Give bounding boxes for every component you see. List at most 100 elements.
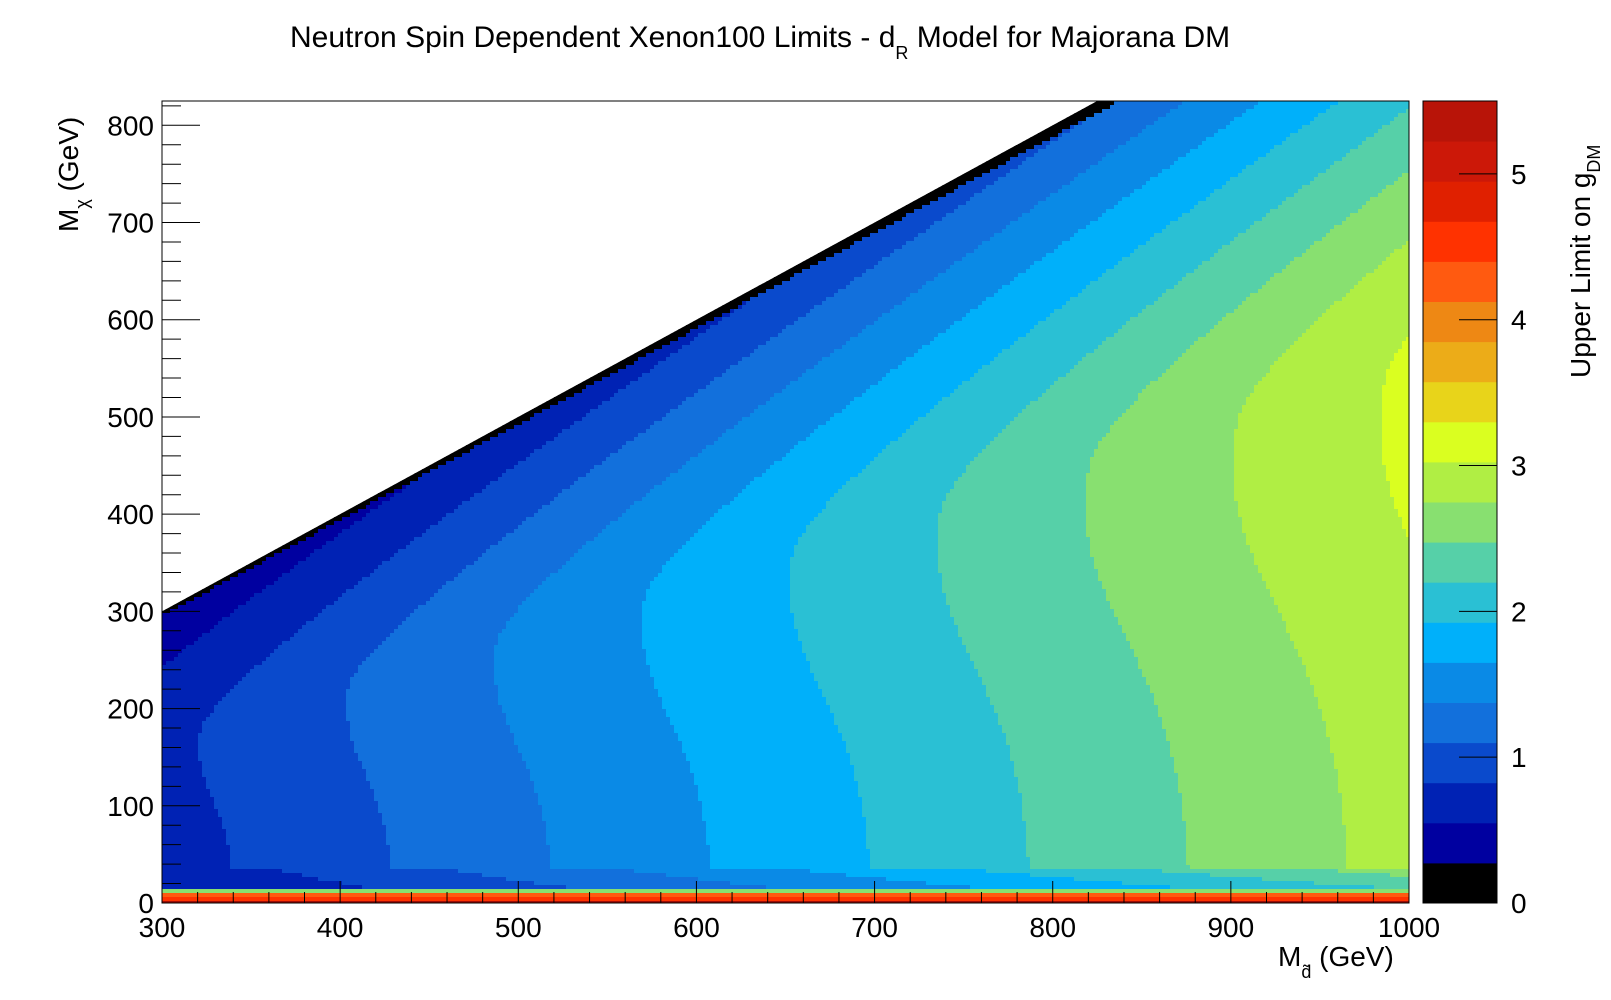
heatmap-cell [226,705,231,710]
heatmap-cell [294,613,299,618]
heatmap-cell [166,749,171,754]
heatmap-cell [354,529,359,534]
heatmap-cell [362,513,367,518]
heatmap-cell [294,777,299,782]
heatmap-cell [270,745,275,750]
heatmap-cell [258,633,263,638]
heatmap-cell [326,789,331,794]
heatmap-cell [346,565,351,570]
heatmap-cell [226,869,231,874]
heatmap-cell [274,733,279,738]
heatmap-cell [250,829,255,834]
heatmap-cell [210,773,215,778]
heatmap-cell [338,621,343,626]
heatmap-cell [214,609,219,614]
heatmap-cell [374,673,379,678]
heatmap-cell [270,685,275,690]
heatmap-cell [370,713,375,718]
heatmap-cell [182,781,187,786]
heatmap-cell [290,761,295,766]
heatmap-cell [290,545,295,550]
heatmap-cell [294,677,299,682]
heatmap-cell [254,725,259,730]
heatmap-cell [326,621,331,626]
heatmap-cell [374,781,379,786]
heatmap-cell [246,821,251,826]
heatmap-cell [338,521,343,526]
heatmap-cell [374,633,379,638]
heatmap-cell [190,657,195,662]
heatmap-cell [342,565,347,570]
heatmap-cell [374,709,379,714]
heatmap-cell [310,613,315,618]
heatmap-cell [274,873,279,878]
heatmap-cell [286,657,291,662]
heatmap-cell [310,677,315,682]
heatmap-cell [222,801,227,806]
heatmap-cell [218,661,223,666]
heatmap-cell [330,833,335,838]
heatmap-cell [250,709,255,714]
heatmap-cell [294,889,299,894]
heatmap-cell [250,885,255,890]
heatmap-cell [222,689,227,694]
heatmap-cell [358,605,363,610]
heatmap-cell [290,777,295,782]
heatmap-cell [194,637,199,642]
heatmap-cell [362,685,367,690]
heatmap-cell [358,633,363,638]
heatmap-cell [218,781,223,786]
heatmap-cell [370,861,375,866]
heatmap-cell [318,705,323,710]
heatmap-cell [306,725,311,730]
heatmap-cell [246,637,251,642]
heatmap-cell [230,709,235,714]
heatmap-cell [218,897,223,902]
heatmap-cell [374,641,379,646]
heatmap-cell [178,869,183,874]
heatmap-cell [242,585,247,590]
heatmap-cell [262,661,267,666]
heatmap-cell [190,709,195,714]
heatmap-cell [278,717,283,722]
heatmap-cell [178,601,183,606]
heatmap-cell [198,677,203,682]
heatmap-cell [306,753,311,758]
heatmap-cell [346,577,351,582]
heatmap-cell [326,885,331,890]
heatmap-cell [246,709,251,714]
heatmap-cell [230,773,235,778]
heatmap-cell [214,765,219,770]
heatmap-cell [174,761,179,766]
heatmap-cell [266,733,271,738]
heatmap-cell [234,813,239,818]
heatmap-cell [182,849,187,854]
heatmap-cell [282,653,287,658]
heatmap-cell [250,789,255,794]
heatmap-cell [362,797,367,802]
heatmap-cell [254,769,259,774]
heatmap-cell [290,793,295,798]
heatmap-cell [334,549,339,554]
heatmap-cell [358,793,363,798]
heatmap-cell [230,873,235,878]
heatmap-cell [366,521,371,526]
heatmap-cell [246,817,251,822]
heatmap-cell [278,865,283,870]
heatmap-cell [354,533,359,538]
heatmap-cell [254,609,259,614]
heatmap-cell [346,849,351,854]
heatmap-cell [282,733,287,738]
heatmap-cell [318,549,323,554]
heatmap-cell [258,629,263,634]
heatmap-cell [306,821,311,826]
heatmap-cell [186,669,191,674]
heatmap-cell [254,869,259,874]
heatmap-cell [214,713,219,718]
heatmap-cell [162,645,167,650]
heatmap-cell [290,541,295,546]
heatmap-cell [206,857,211,862]
heatmap-cell [314,621,319,626]
heatmap-cell [274,769,279,774]
heatmap-cell [206,709,211,714]
